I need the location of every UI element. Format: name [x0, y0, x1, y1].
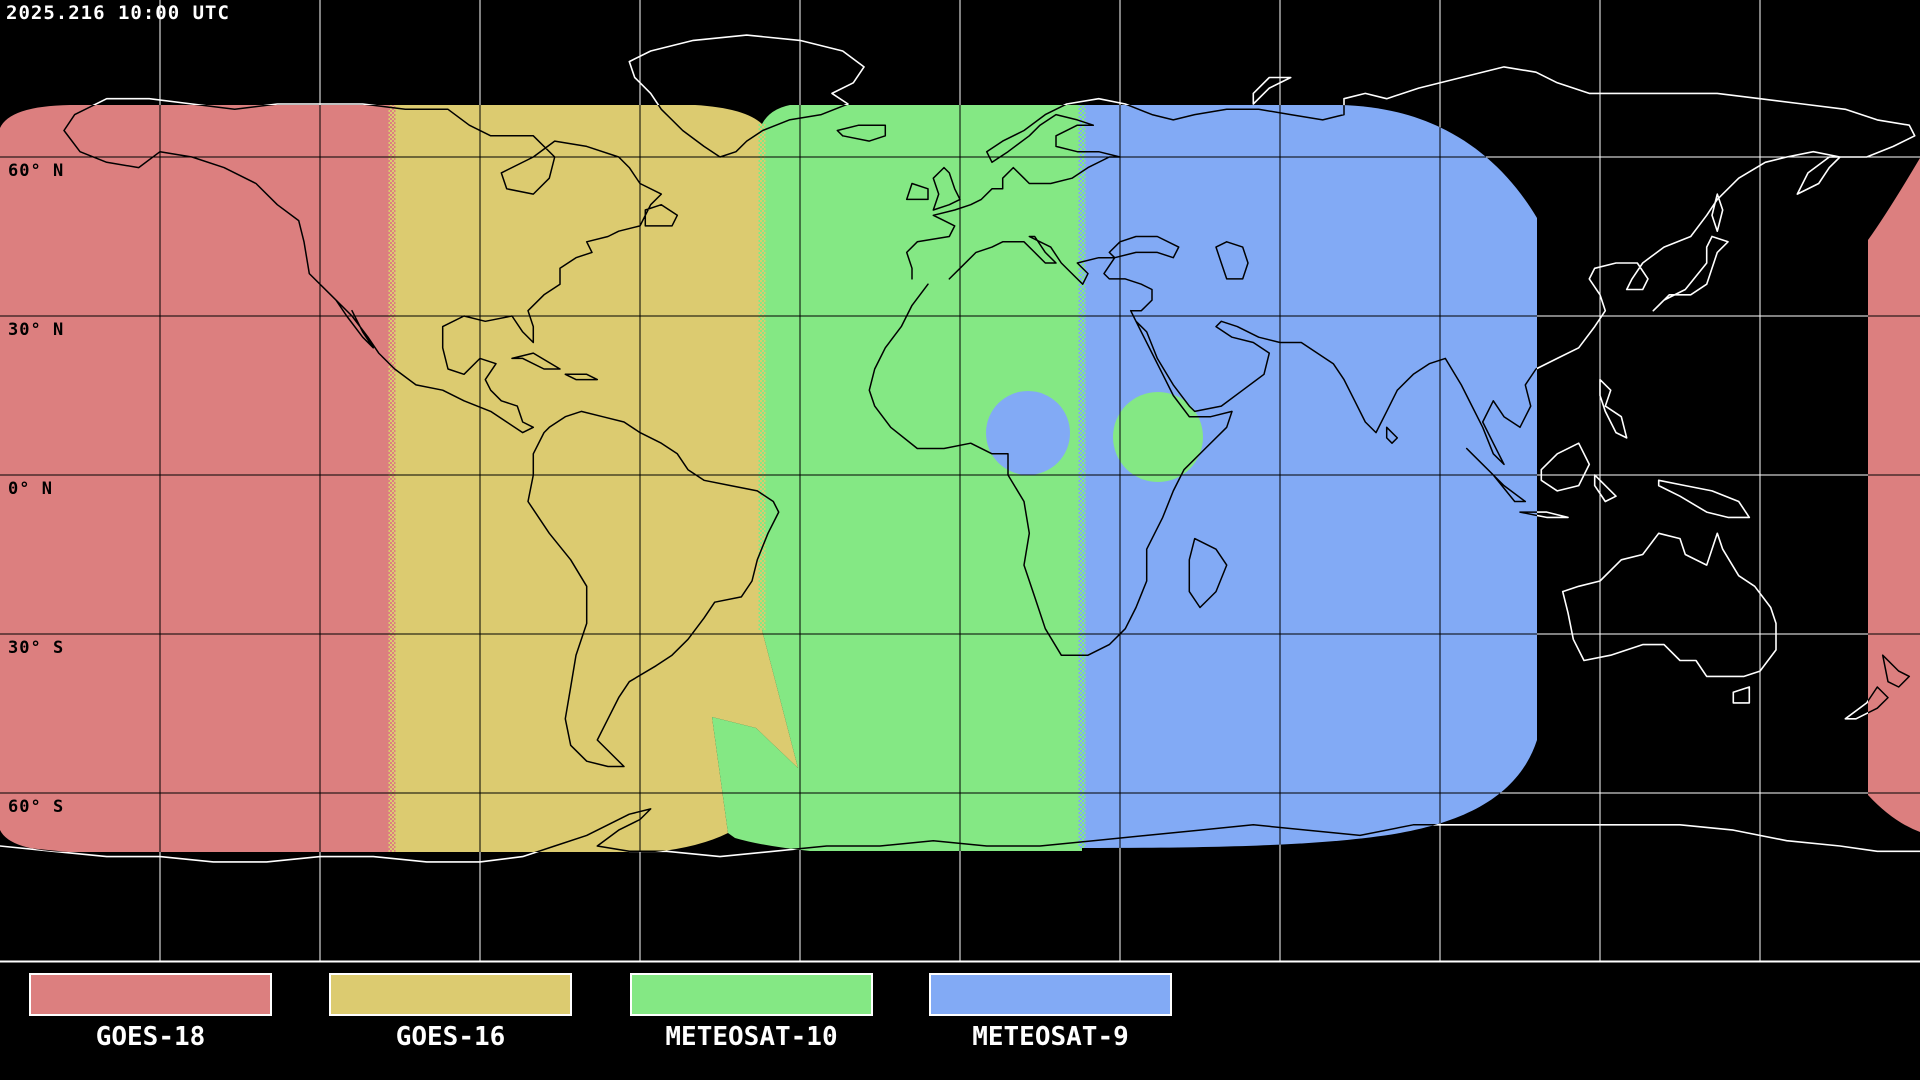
- timestamp: 2025.216 10:00 UTC: [6, 2, 230, 24]
- legend-swatch-meteosat-10: [630, 973, 873, 1016]
- legend-label-meteosat-10: METEOSAT-10: [665, 1022, 838, 1052]
- zone-boundary-dither-red-yellow: [388, 105, 396, 852]
- zone-boundary-dither-yellow-green: [758, 124, 766, 630]
- zone-boundary-dither-green-blue: [1078, 105, 1086, 848]
- legend-label-goes-18: GOES-18: [95, 1022, 206, 1052]
- zone-goes-18-wrap: [1868, 158, 1920, 832]
- lat-label-30s: 30° S: [8, 638, 65, 658]
- lat-label-60s: 60° S: [8, 797, 65, 817]
- zone-meteosat-10: [712, 105, 1082, 851]
- lat-label-30n: 30° N: [8, 320, 65, 340]
- meteosat-10-enclave-circle: [1113, 392, 1203, 482]
- legend-swatch-meteosat-9: [929, 973, 1172, 1016]
- lat-label-60n: 60° N: [8, 161, 65, 181]
- zone-goes-18: [0, 105, 392, 852]
- meteosat-9-enclave-circle: [986, 391, 1070, 475]
- legend-label-meteosat-9: METEOSAT-9: [972, 1022, 1129, 1052]
- lat-label-0n: 0° N: [8, 479, 53, 499]
- legend-swatch-goes-16: [329, 973, 572, 1016]
- legend-label-goes-16: GOES-16: [395, 1022, 506, 1052]
- legend-swatch-goes-18: [29, 973, 272, 1016]
